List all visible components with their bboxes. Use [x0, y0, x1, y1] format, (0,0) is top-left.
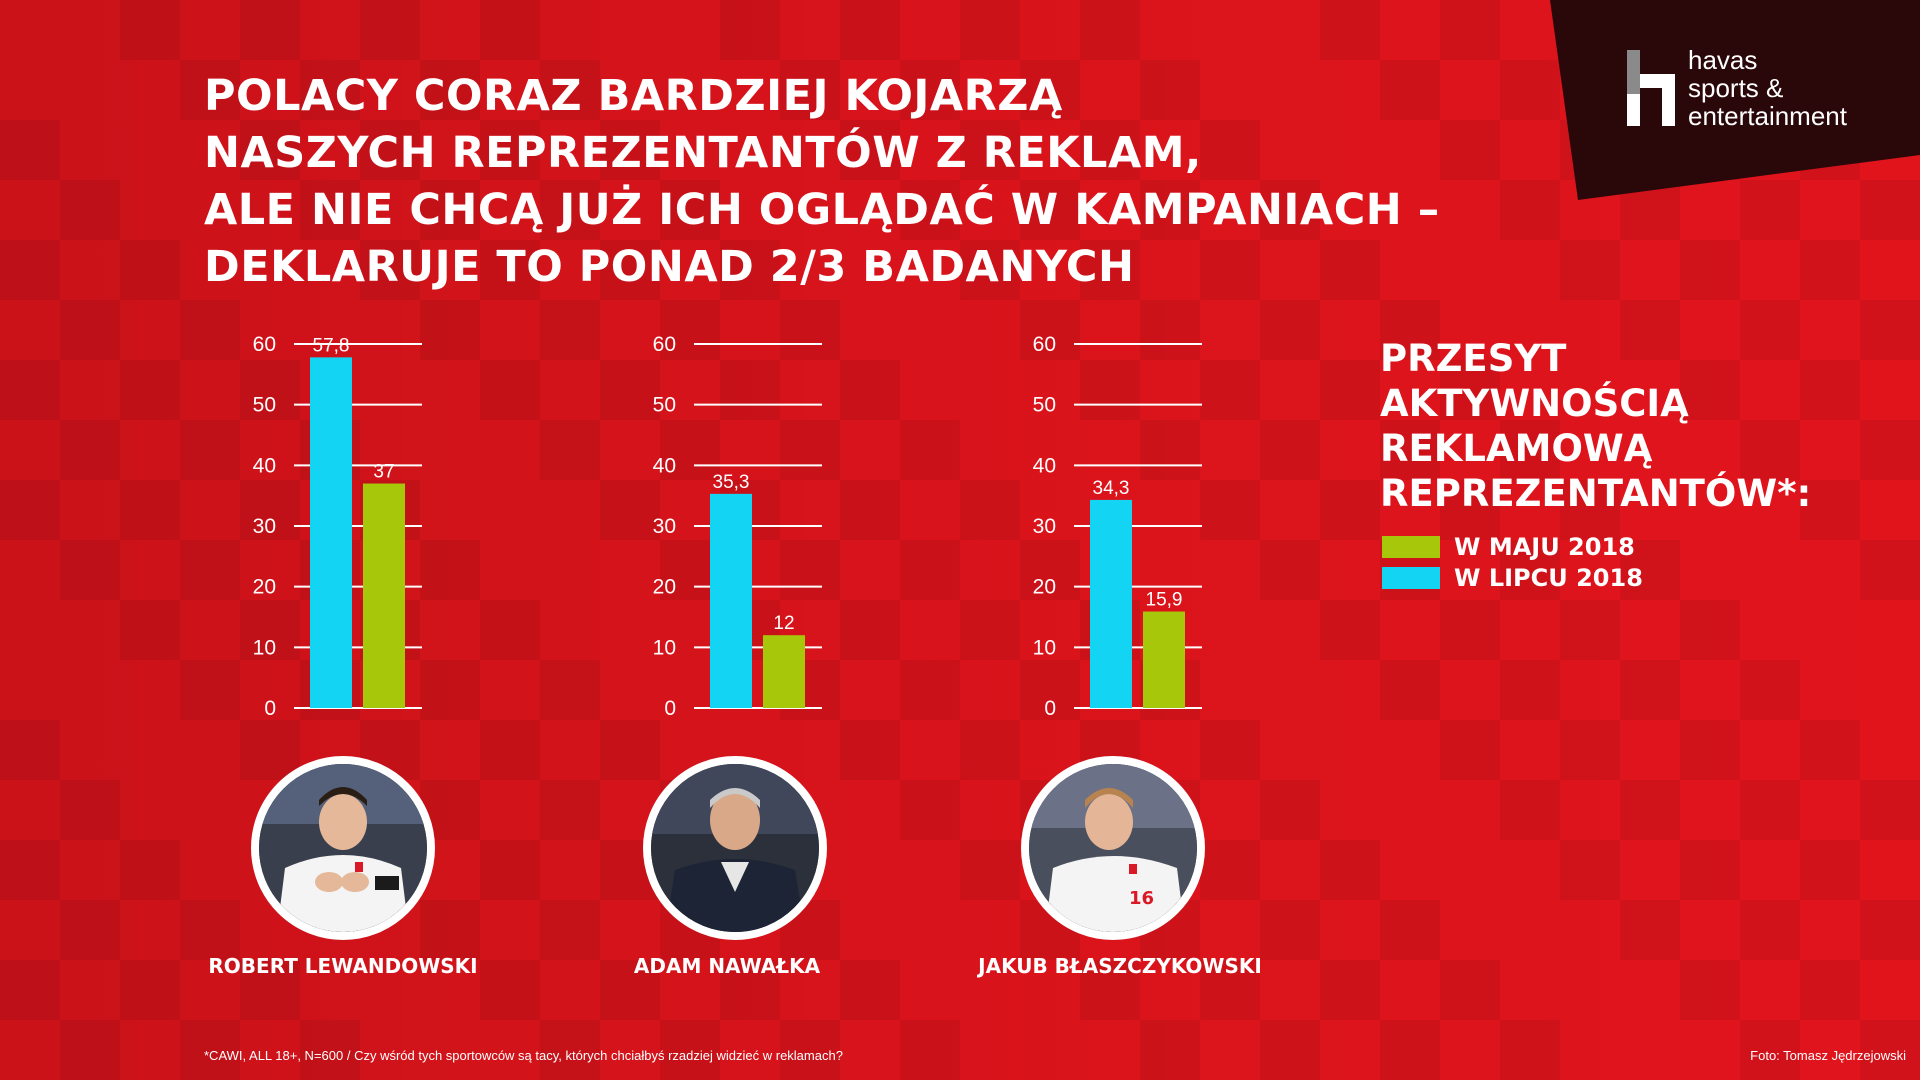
- y-tick-nawalka-60: 60: [653, 333, 676, 356]
- bar-nawalka-july: [710, 493, 752, 708]
- logo-line-3: entertainment: [1688, 101, 1847, 131]
- logo-line-1: havas: [1688, 45, 1758, 75]
- havas-logo-text: havas sports & entertainment: [1688, 46, 1847, 130]
- player-photo-lewandowski: [251, 756, 435, 940]
- y-tick-blaszczykowski-0: 0: [1044, 697, 1056, 720]
- player-name-nawalka: ADAM NAWAŁKA: [633, 954, 821, 978]
- headline: POLACY CORAZ BARDZIEJ KOJARZĄ NASZYCH RE…: [204, 68, 1584, 296]
- y-tick-nawalka-20: 20: [653, 576, 676, 599]
- y-tick-blaszczykowski-60: 60: [1033, 333, 1056, 356]
- legend-label-july: W LIPCU 2018: [1454, 564, 1643, 592]
- y-tick-nawalka-30: 30: [653, 515, 676, 538]
- headline-line-3: ALE NIE CHCĄ JUŻ ICH OGLĄDAĆ W KAMPANIAC…: [204, 185, 1440, 235]
- data-label-lewandowski-july: 57,8: [313, 335, 350, 356]
- legend-title-line-1: PRZESYT: [1380, 337, 1567, 380]
- y-tick-lewandowski-30: 30: [253, 515, 276, 538]
- y-tick-lewandowski-0: 0: [264, 697, 276, 720]
- bar-lewandowski-july: [310, 357, 352, 708]
- svg-text:16: 16: [1129, 888, 1154, 909]
- legend-title-line-2: AKTYWNOŚCIĄ: [1380, 382, 1689, 425]
- data-label-nawalka-july: 35,3: [713, 472, 750, 493]
- bar-blaszczykowski-july: [1090, 499, 1132, 708]
- data-label-nawalka-may: 12: [773, 613, 794, 634]
- player-name-blaszczykowski: JAKUB BŁASZCZYKOWSKI: [978, 954, 1262, 978]
- y-tick-nawalka-10: 10: [653, 636, 676, 659]
- headline-line-2: NASZYCH REPREZENTANTÓW Z REKLAM,: [204, 128, 1202, 178]
- data-label-blaszczykowski-july: 34,3: [1093, 478, 1130, 499]
- logo-line-2: sports &: [1688, 73, 1784, 103]
- y-tick-blaszczykowski-50: 50: [1033, 394, 1056, 417]
- y-tick-lewandowski-10: 10: [253, 636, 276, 659]
- y-tick-lewandowski-40: 40: [253, 454, 276, 477]
- y-tick-nawalka-50: 50: [653, 394, 676, 417]
- legend-swatch-july: [1382, 567, 1440, 589]
- headline-line-4: DEKLARUJE TO PONAD 2/3 BADANYCH: [204, 242, 1135, 292]
- y-tick-nawalka-0: 0: [664, 697, 676, 720]
- y-tick-blaszczykowski-40: 40: [1033, 454, 1056, 477]
- legend-item-july: W LIPCU 2018: [1382, 564, 1643, 592]
- data-label-lewandowski-may: 37: [373, 462, 394, 483]
- y-tick-nawalka-40: 40: [653, 454, 676, 477]
- legend-title-line-3: REKLAMOWĄ: [1380, 427, 1653, 470]
- headline-line-1: POLACY CORAZ BARDZIEJ KOJARZĄ: [204, 71, 1063, 121]
- photo-credit: Foto: Tomasz Jędrzejowski: [1750, 1048, 1906, 1063]
- footnote: *CAWI, ALL 18+, N=600 / Czy wśród tych s…: [204, 1048, 843, 1063]
- bar-blaszczykowski-may: [1143, 611, 1185, 708]
- y-tick-lewandowski-20: 20: [253, 576, 276, 599]
- legend-swatch-may: [1382, 536, 1440, 558]
- y-tick-blaszczykowski-20: 20: [1033, 576, 1056, 599]
- logo-panel: [1550, 0, 1920, 200]
- y-tick-lewandowski-50: 50: [253, 394, 276, 417]
- bar-lewandowski-may: [363, 483, 405, 708]
- y-tick-lewandowski-60: 60: [253, 333, 276, 356]
- data-label-blaszczykowski-may: 15,9: [1146, 590, 1183, 611]
- legend-item-may: W MAJU 2018: [1382, 533, 1635, 561]
- legend-label-may: W MAJU 2018: [1454, 533, 1635, 561]
- player-photo-blaszczykowski: 16: [1021, 756, 1205, 940]
- player-name-lewandowski: ROBERT LEWANDOWSKI: [208, 954, 478, 978]
- legend-title: PRZESYT AKTYWNOŚCIĄ REKLAMOWĄ REPREZENTA…: [1380, 336, 1811, 516]
- legend-title-line-4: REPREZENTANTÓW*:: [1380, 472, 1812, 515]
- bar-nawalka-may: [763, 635, 805, 708]
- player-photo-nawalka: [643, 756, 827, 940]
- havas-h-logo-icon: [1627, 50, 1675, 126]
- y-tick-blaszczykowski-30: 30: [1033, 515, 1056, 538]
- y-tick-blaszczykowski-10: 10: [1033, 636, 1056, 659]
